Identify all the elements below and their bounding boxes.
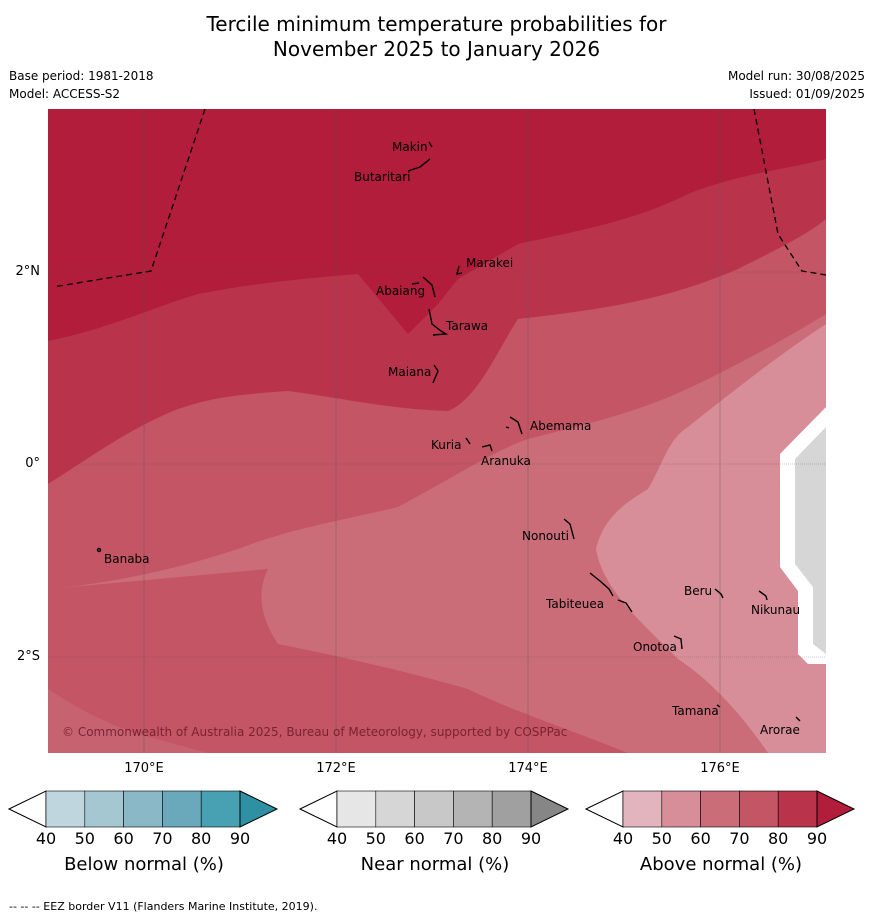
colorbar-max-extension [239, 790, 279, 828]
lat-label-2n: 2°N [15, 264, 41, 279]
label-tarawa: Tarawa [445, 319, 488, 333]
colorbar-segment [375, 790, 415, 828]
colorbar-max-extension [816, 790, 856, 828]
colorbar-tick-label: 90 [806, 829, 828, 848]
base-period: Base period: 1981-2018 [9, 69, 154, 83]
label-tamana: Tamana [671, 704, 719, 718]
place-labels: Makin Butaritari Marakei Abaiang Tarawa … [104, 140, 800, 737]
colorbar-segment [84, 790, 124, 828]
colorbar-segment [777, 790, 818, 828]
eez-footnote: -- -- -- EEZ border V11 (Flanders Marine… [9, 900, 318, 913]
colorbar-tick-label: 70 [729, 829, 750, 848]
title-line-2: November 2025 to January 2026 [272, 37, 601, 61]
label-maiana: Maiana [388, 365, 431, 379]
colorbar-segment [453, 790, 493, 828]
colorbar-tick-label: 50 [651, 829, 672, 848]
colorbar-segment [162, 790, 202, 828]
label-butaritari: Butaritari [354, 170, 411, 184]
lon-label-170: 170°E [124, 761, 164, 776]
colorbar-title-above: Above normal (%) [639, 854, 803, 875]
island-outlines [96, 141, 801, 722]
colorbar-tick-label: 90 [520, 829, 542, 848]
colorbar-segment [491, 790, 532, 828]
colorbar-title-below: Below normal (%) [64, 854, 224, 875]
colorbar-segment [123, 790, 163, 828]
colorbar-segment [200, 790, 241, 828]
colorbar-segment [622, 790, 663, 828]
band-40-50-corner [48, 689, 208, 753]
lon-label-172: 172°E [316, 761, 356, 776]
label-nikunau: Nikunau [751, 603, 800, 617]
colorbar-tick-label: 60 [113, 829, 134, 848]
colorbar-title-near: Near normal (%) [360, 854, 510, 875]
colorbar-tick-label: 70 [443, 829, 464, 848]
grid-lines [48, 109, 826, 753]
lon-label-176: 176°E [700, 761, 740, 776]
label-arorae: Arorae [760, 723, 800, 737]
colorbar-near-normal [299, 790, 570, 828]
label-aranuka: Aranuka [481, 454, 531, 468]
colorbar-segment [661, 790, 701, 828]
label-marakei: Marakei [466, 256, 513, 270]
lon-label-174: 174°E [508, 761, 548, 776]
colorbar-segment [45, 790, 86, 828]
colorbar-tick-label: 80 [191, 829, 212, 848]
probability-map: Makin Butaritari Marakei Abaiang Tarawa … [48, 109, 826, 753]
colorbar-segment [700, 790, 740, 828]
colorbar-min-extension [8, 790, 47, 828]
band-40-50 [596, 324, 826, 753]
label-tabiteuea: Tabiteuea [545, 597, 604, 611]
colorbar-tick-label: 50 [365, 829, 386, 848]
colorbar-tick-label: 40 [35, 829, 57, 848]
colorbar-below-normal [8, 790, 279, 828]
model-name: Model: ACCESS-S2 [9, 87, 121, 101]
colorbar-min-extension [299, 790, 338, 828]
colorbar-tick-label: 60 [404, 829, 425, 848]
lat-label-0: 0° [25, 456, 40, 471]
colorbar-segment [739, 790, 779, 828]
label-makin: Makin [392, 140, 428, 154]
lat-label-2s: 2°S [16, 649, 40, 664]
copyright-notice: © Commonwealth of Australia 2025, Bureau… [62, 725, 567, 739]
eez-border [52, 109, 826, 288]
colorbar-tick-label: 80 [482, 829, 503, 848]
label-nonouti: Nonouti [522, 529, 569, 543]
colorbar-tick-label: 70 [152, 829, 173, 848]
colorbar-tick-label: 60 [690, 829, 711, 848]
colorbar-tick-label: 90 [229, 829, 251, 848]
colorbar-above-normal [585, 790, 856, 828]
colorbar-tick-label: 80 [768, 829, 789, 848]
colorbar-min-extension [585, 790, 624, 828]
band-50-60 [48, 314, 826, 753]
colorbar-max-extension [530, 790, 570, 828]
title-line-1: Tercile minimum temperature probabilitie… [206, 12, 667, 36]
near-normal-fill [795, 427, 826, 654]
model-run: Model run: 30/08/2025 [727, 69, 865, 83]
colorbar-tick-label: 40 [326, 829, 348, 848]
colorbar-tick-label: 40 [612, 829, 634, 848]
label-abaiang: Abaiang [376, 284, 425, 298]
colorbar-tick-label: 50 [74, 829, 95, 848]
label-abemama: Abemama [530, 419, 591, 433]
label-banaba: Banaba [104, 552, 150, 566]
map-title: Tercile minimum temperature probabilitie… [0, 12, 873, 62]
label-beru: Beru [684, 584, 712, 598]
colorbar-segment [414, 790, 454, 828]
label-onotoa: Onotoa [633, 640, 677, 654]
colorbar-segment [336, 790, 377, 828]
issued-date: Issued: 01/09/2025 [749, 87, 865, 101]
label-kuria: Kuria [431, 438, 462, 452]
